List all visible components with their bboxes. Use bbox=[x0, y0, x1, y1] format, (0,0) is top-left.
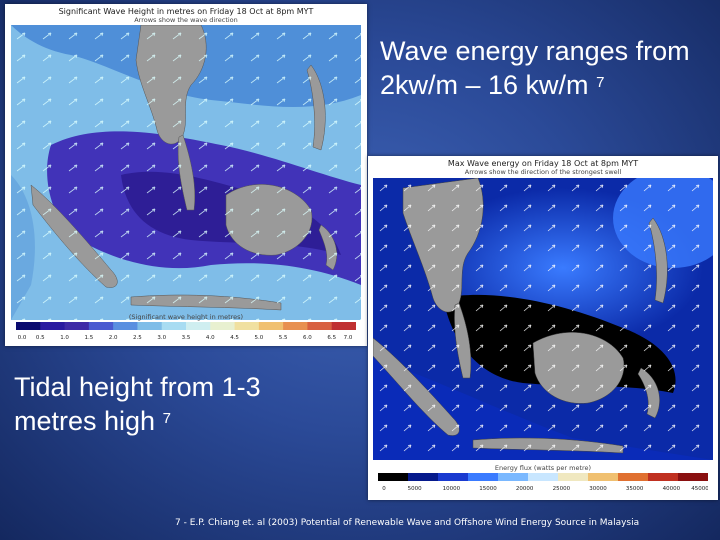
wave-energy-scale-tick-label: 35000 bbox=[626, 486, 644, 492]
wave-energy-scale-tick-label: 0 bbox=[382, 486, 386, 492]
wave-height-scale-tick-label: 4.0 bbox=[206, 335, 215, 341]
wave-height-scale-tick-label: 3.0 bbox=[157, 335, 166, 341]
wave-energy-scale-segment bbox=[558, 473, 589, 481]
wave-height-scale-segment bbox=[64, 322, 90, 330]
wave-height-scale-segment bbox=[331, 322, 356, 330]
wave-height-scale-tick-label: 3.5 bbox=[182, 335, 191, 341]
wave-energy-map-image bbox=[373, 178, 713, 460]
wave-energy-scale-segment bbox=[588, 473, 619, 481]
wave-height-scale-tick-label: 6.0 bbox=[303, 335, 312, 341]
wave-height-scale-segment bbox=[186, 322, 211, 330]
wave-height-scale-tick-label: 5.0 bbox=[254, 335, 263, 341]
wave-height-scale-tick-label: 0.5 bbox=[36, 335, 45, 341]
wave-energy-map-subtitle: Arrows show the direction of the stronge… bbox=[464, 168, 622, 176]
wave-height-scale-tick-label: 1.5 bbox=[84, 335, 93, 341]
wave-height-scale-segment bbox=[88, 322, 114, 330]
wave-height-scale-tick-label: 5.5 bbox=[279, 335, 288, 341]
wave-energy-scale-segment bbox=[678, 473, 708, 481]
wave-energy-scale-tick-label: 40000 bbox=[663, 486, 681, 492]
wave-energy-scale-tick-label: 45000 bbox=[691, 486, 708, 492]
wave-energy-scale-tick-label: 10000 bbox=[443, 486, 461, 492]
wave-energy-scale-segment bbox=[408, 473, 439, 481]
wave-height-scale-segment bbox=[40, 322, 66, 330]
wave-height-scale-tick-label: 2.0 bbox=[109, 335, 118, 341]
wave-energy-map-title: Max Wave energy on Friday 18 Oct at 8pm … bbox=[447, 159, 639, 168]
wave-height-scale-segment bbox=[234, 322, 260, 330]
wave-energy-caption-ref: 7 bbox=[596, 74, 605, 91]
wave-energy-caption: Wave energy ranges from 2kw/m – 16 kw/m … bbox=[380, 34, 700, 102]
wave-energy-scale-tick-label: 5000 bbox=[408, 486, 422, 492]
wave-height-scale-segment bbox=[210, 322, 236, 330]
wave-height-scale-segment bbox=[283, 322, 308, 330]
tidal-height-caption: Tidal height from 1-3 metres high 7 bbox=[14, 370, 324, 438]
wave-energy-scale-tick-label: 25000 bbox=[553, 486, 571, 492]
wave-energy-scale-tick-label: 30000 bbox=[589, 486, 607, 492]
wave-height-scale-segment bbox=[161, 322, 187, 330]
tidal-height-caption-ref: 7 bbox=[162, 410, 171, 427]
tidal-height-caption-text: Tidal height from 1-3 metres high bbox=[14, 372, 261, 436]
wave-height-scale-tick-label: 0.0 bbox=[18, 335, 27, 341]
wave-height-scale-tick-label: 1.0 bbox=[60, 335, 69, 341]
wave-energy-scale-segment bbox=[378, 473, 409, 481]
wave-height-map-subtitle: Arrows show the wave direction bbox=[134, 16, 238, 24]
wave-height-map-image bbox=[11, 25, 361, 320]
wave-energy-scale-segment bbox=[498, 473, 529, 481]
wave-height-scale-segment bbox=[137, 322, 163, 330]
wave-height-scale-tick-label: 7.0 bbox=[344, 335, 353, 341]
reference-footnote: 7 - E.P. Chiang et. al (2003) Potential … bbox=[175, 518, 640, 528]
wave-energy-scale-caption: Energy flux (watts per metre) bbox=[494, 464, 592, 472]
wave-height-scale-tick-label: 6.5 bbox=[327, 335, 336, 341]
wave-height-color-scale: 0.0 0.5 1.0 1.5 2.0 2.5 3.0 3.5 4.0 4.5 5.0 5.5 6.0 6… bbox=[16, 322, 356, 341]
wave-height-scale-tick-label: 2.5 bbox=[133, 335, 142, 341]
wave-height-scale-segment bbox=[113, 322, 138, 330]
wave-height-scale-caption: (Significant wave height in metres) bbox=[128, 313, 244, 321]
wave-height-scale-segment bbox=[258, 322, 284, 330]
wave-energy-scale-segment bbox=[528, 473, 559, 481]
wave-energy-caption-text: Wave energy ranges from 2kw/m – 16 kw/m bbox=[380, 36, 690, 100]
wave-height-scale-segment bbox=[16, 322, 41, 330]
wave-height-map: Significant Wave Height in metres on Fri… bbox=[5, 4, 367, 346]
wave-height-map-title: Significant Wave Height in metres on Fri… bbox=[58, 7, 314, 16]
wave-energy-scale-segment bbox=[648, 473, 679, 481]
wave-energy-map: Max Wave energy on Friday 18 Oct at 8pm … bbox=[368, 156, 718, 500]
wave-energy-scale-tick-label: 15000 bbox=[479, 486, 497, 492]
wave-height-scale-tick-label: 4.5 bbox=[230, 335, 239, 341]
wave-energy-scale-segment bbox=[618, 473, 649, 481]
wave-energy-scale-segment bbox=[438, 473, 469, 481]
wave-energy-scale-segment bbox=[468, 473, 499, 481]
wave-energy-scale-tick-label: 20000 bbox=[516, 486, 534, 492]
wave-height-scale-segment bbox=[307, 322, 333, 330]
wave-energy-color-scale: 0 5000 10000 15000 20000 25000 30000 35000 40000… bbox=[378, 473, 708, 492]
